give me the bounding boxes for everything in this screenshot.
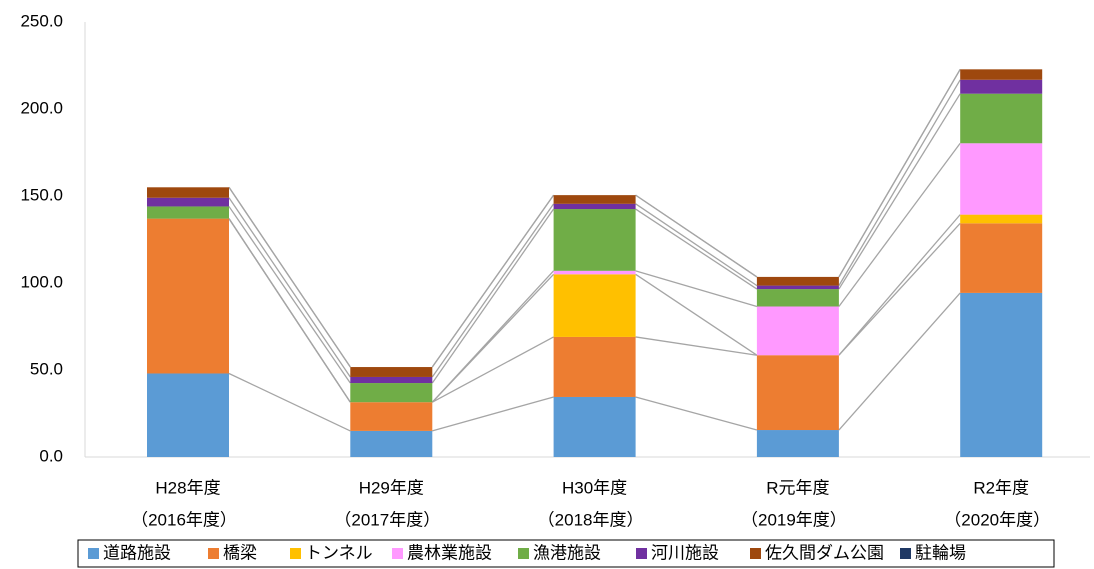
bar-segment — [147, 206, 229, 219]
series-line — [635, 194, 758, 278]
series-line — [635, 336, 757, 356]
legend-swatch — [208, 548, 219, 559]
bar-segment — [553, 336, 636, 397]
series-line — [431, 208, 555, 384]
series-line — [431, 194, 555, 368]
series-line — [228, 186, 351, 368]
legend-swatch — [636, 548, 647, 559]
bar-segment — [960, 93, 1043, 144]
series-line — [635, 203, 758, 287]
bar-segment — [350, 376, 433, 384]
bar-segment — [147, 218, 229, 374]
bar-segment — [350, 367, 433, 377]
bar-segment — [960, 292, 1043, 457]
bar-segment — [147, 187, 229, 198]
x-tick-label: R元年度 — [766, 478, 829, 497]
series-line — [838, 142, 961, 307]
y-tick-label: 250.0 — [20, 11, 63, 30]
bar-segment — [756, 289, 839, 307]
series-line — [228, 372, 351, 432]
bar-segment — [756, 285, 839, 290]
series-line — [838, 292, 961, 431]
y-tick-label: 100.0 — [20, 272, 63, 291]
series-line — [838, 93, 961, 290]
series-line — [838, 69, 961, 278]
series-line — [838, 222, 961, 356]
series-line — [431, 270, 555, 403]
bar-segment — [350, 383, 433, 403]
y-tick-label: 0.0 — [39, 446, 63, 465]
legend-label: 佐久間ダム公園 — [765, 543, 884, 562]
legend-swatch — [750, 548, 761, 559]
bar-segment — [960, 214, 1043, 224]
series-line — [635, 270, 758, 308]
bar-segment — [960, 223, 1043, 293]
series-line — [431, 203, 555, 378]
series-line — [432, 396, 554, 432]
bar-segment — [350, 402, 433, 431]
bar-segment — [960, 143, 1043, 215]
x-tick-label: （2017年度） — [334, 510, 440, 529]
legend-box — [77, 539, 1055, 568]
x-tick-label: H29年度 — [359, 478, 424, 497]
x-tick-label: （2019年度） — [741, 510, 847, 529]
bar-segment — [960, 79, 1043, 94]
legend-label: トンネル — [305, 543, 373, 562]
series-line — [635, 273, 758, 356]
legend-label: 漁港施設 — [533, 543, 601, 562]
bar-segment — [756, 306, 839, 356]
x-tick-label: H28年度 — [155, 478, 220, 497]
bar-segment — [350, 430, 433, 457]
bar-segment — [756, 355, 839, 431]
x-tick-label: （2016年度） — [131, 510, 237, 529]
legend-label: 駐輪場 — [915, 543, 966, 562]
legend-swatch — [88, 548, 99, 559]
x-tick-label: （2020年度） — [944, 510, 1050, 529]
series-line — [431, 336, 554, 403]
series-line — [228, 206, 351, 384]
series-line — [635, 208, 758, 290]
legend-label: 道路施設 — [103, 543, 171, 562]
bar-segment — [553, 396, 636, 457]
legend-swatch — [518, 548, 529, 559]
bar-segment — [756, 430, 839, 457]
legend-swatch — [290, 548, 301, 559]
bar-segment — [147, 197, 229, 207]
legend-swatch — [392, 548, 403, 559]
y-tick-label: 50.0 — [30, 359, 63, 378]
series-line — [635, 396, 758, 431]
bar-segment — [553, 203, 636, 210]
legend-label: 河川施設 — [651, 543, 719, 562]
x-tick-label: R2年度 — [973, 478, 1029, 497]
legend-swatch — [900, 548, 911, 559]
x-tick-label: （2018年度） — [538, 510, 644, 529]
series-line — [228, 197, 351, 378]
bar-segment — [147, 373, 229, 457]
y-tick-label: 200.0 — [20, 98, 63, 117]
bar-segment — [553, 209, 636, 271]
y-tick-label: 150.0 — [20, 185, 63, 204]
bar-segment — [553, 195, 636, 204]
series-line — [228, 218, 351, 403]
legend-label: 農林業施設 — [407, 543, 492, 562]
bar-segment — [756, 276, 839, 286]
series-line — [838, 214, 961, 356]
x-tick-label: H30年度 — [562, 478, 627, 497]
bar-segment — [553, 270, 636, 275]
bar-segment — [553, 274, 636, 337]
legend-label: 橋梁 — [223, 543, 257, 562]
bar-segment — [960, 69, 1043, 80]
series-line — [838, 79, 961, 286]
